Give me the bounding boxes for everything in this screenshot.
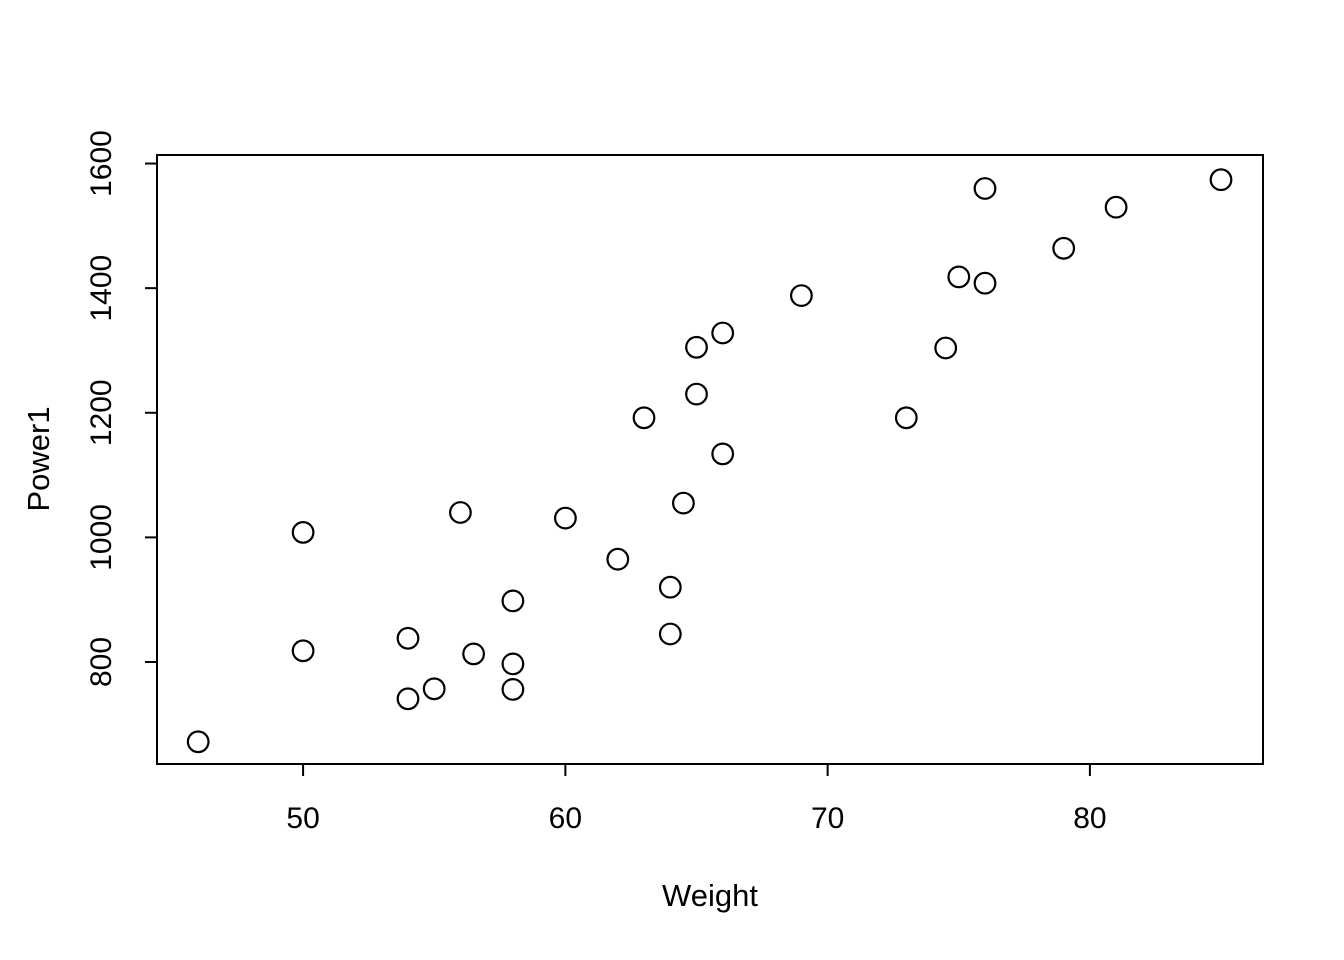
data-point [462,642,486,666]
data-point [449,501,472,524]
y-axis-label: Power1 [21,406,56,511]
data-point [973,271,997,295]
data-point [501,589,525,613]
data-point [894,406,918,430]
data-point [658,622,682,646]
y-tick-label: 1200 [85,379,118,446]
data-point [554,506,577,530]
data-point [685,335,708,359]
data-point [672,491,695,515]
data-point [291,521,315,544]
data-points-layer [186,168,1233,754]
y-tick-label: 1000 [85,504,118,571]
x-tick-label: 70 [811,802,844,835]
x-tick-label: 80 [1073,802,1106,835]
data-point [501,652,525,676]
data-point [658,575,682,599]
data-point [934,336,958,360]
x-axis: 50 60 70 80 [286,764,1107,835]
x-tick-label: 50 [286,802,319,835]
data-point [947,265,971,289]
data-point [711,442,735,466]
data-point [422,677,446,701]
data-point [790,284,813,308]
data-point [501,678,525,701]
data-point [291,639,315,663]
data-point [711,321,735,345]
data-point [606,547,630,571]
data-point [396,687,420,711]
data-point [1052,236,1076,260]
y-tick-label: 1600 [85,130,118,197]
y-tick-label: 800 [85,637,118,687]
y-tick-label: 1400 [85,255,118,322]
data-point [632,406,656,430]
y-axis: 800 1000 1200 1400 1600 [85,130,157,687]
data-point [1104,195,1128,219]
x-axis-label: Weight [662,878,758,913]
data-point [186,730,210,754]
plot-box [156,154,1264,765]
data-point [685,382,708,406]
data-point [973,177,997,200]
data-point [1209,168,1233,192]
data-point [396,626,420,650]
x-tick-label: 60 [549,802,582,835]
